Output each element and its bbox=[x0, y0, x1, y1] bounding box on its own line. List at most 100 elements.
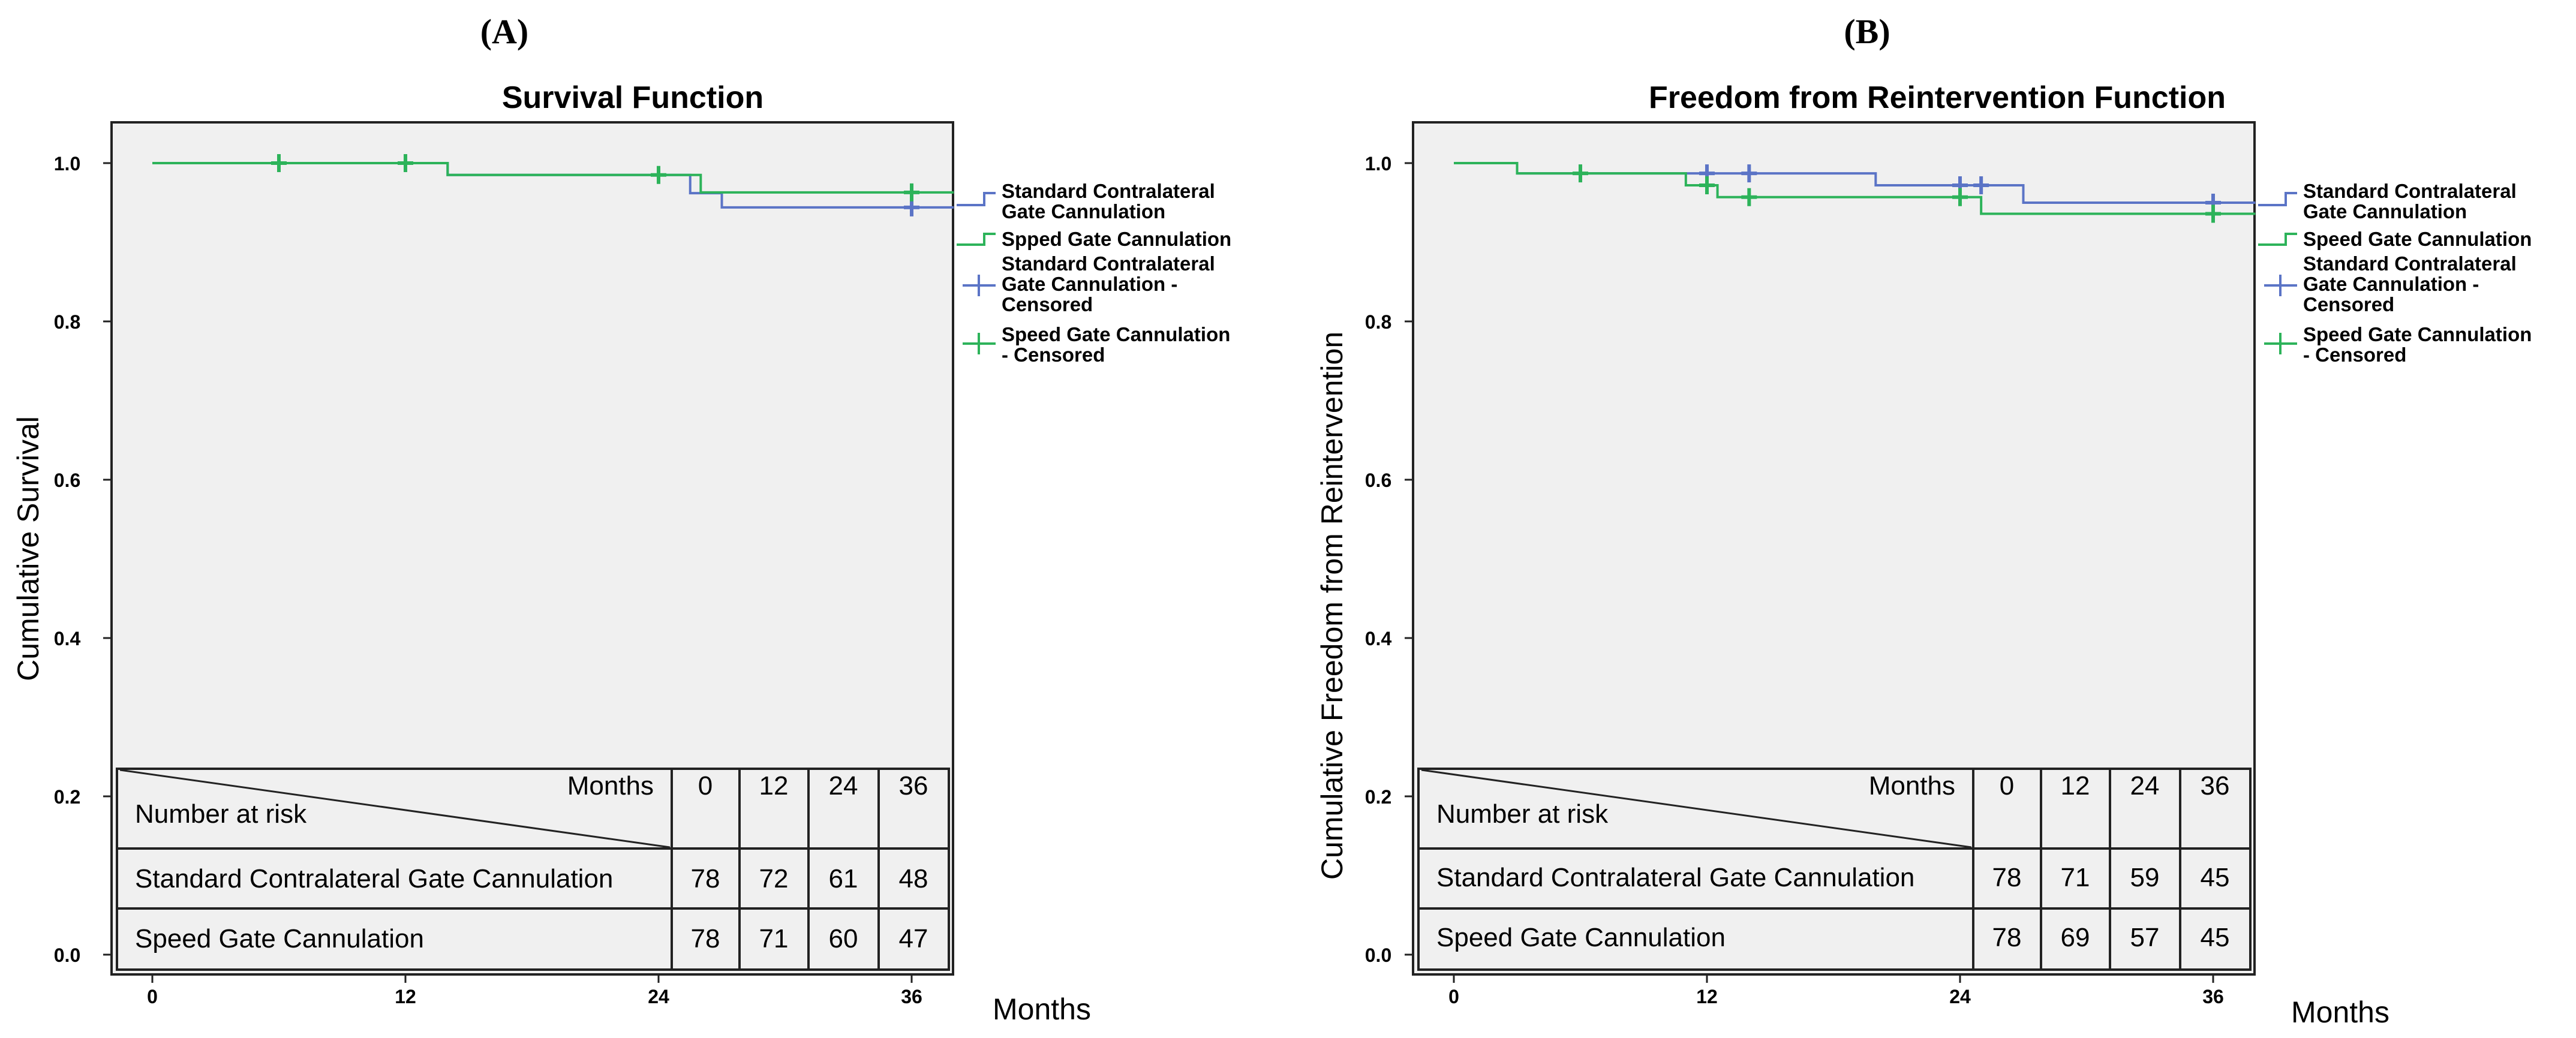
legend: Standard Contralateral Gate Cannulation S… bbox=[2258, 180, 2532, 366]
risk-table-cell: 47 bbox=[899, 924, 928, 953]
risk-table-row-name: Speed Gate Cannulation bbox=[135, 924, 424, 953]
censor-mark-series-1 bbox=[1741, 164, 1757, 183]
panel-a: (A) Survival Function 0.0 0.2 0.4 0.6 0.8 1.0… bbox=[11, 12, 1231, 1026]
x-axis-label: Months bbox=[2291, 995, 2389, 1029]
risk-table-cell: 78 bbox=[691, 924, 720, 953]
y-tick-label: 1.0 bbox=[1365, 153, 1391, 174]
x-tick-label: 36 bbox=[2202, 986, 2224, 1007]
legend-item-speed-line: Speed Gate Cannulation bbox=[2258, 228, 2532, 250]
risk-table-row-name: Standard Contralateral Gate Cannulation bbox=[135, 864, 613, 893]
x-tick-label: 24 bbox=[1949, 986, 1971, 1007]
legend-label: Speed Gate Cannulation - Censored bbox=[1002, 323, 1230, 366]
risk-table-cell: 69 bbox=[2061, 923, 2090, 952]
risk-table: Months Number at risk 0 12 24 36 Standar… bbox=[1417, 768, 2252, 971]
risk-table-cell: 59 bbox=[2130, 863, 2160, 892]
y-tick-label: 0.4 bbox=[1365, 628, 1392, 649]
series-layer bbox=[1454, 162, 2256, 223]
legend-swatch-speed-line bbox=[957, 233, 996, 246]
legend-label: Standard Contralateral Gate Cannulation -… bbox=[1002, 252, 1215, 315]
risk-table-cell: 60 bbox=[829, 924, 858, 953]
risk-table-time: 12 bbox=[2061, 771, 2090, 801]
legend-swatch-standard-line bbox=[2258, 192, 2297, 206]
risk-table-header-months: Months bbox=[567, 771, 654, 801]
legend-item-standard-line: Standard Contralateral Gate Cannulation bbox=[957, 180, 1215, 222]
risk-table-cell: 78 bbox=[1992, 863, 2022, 892]
panel-label: (B) bbox=[1844, 12, 1890, 51]
legend-item-standard-line: Standard Contralateral Gate Cannulation bbox=[2258, 180, 2517, 222]
risk-table-cell: 45 bbox=[2201, 863, 2230, 892]
risk-table-row-label-header: Number at risk bbox=[1436, 799, 1609, 829]
censor-mark-series-2 bbox=[651, 166, 666, 184]
x-axis-label: Months bbox=[993, 992, 1091, 1026]
legend-item-speed-censored: Speed Gate Cannulation - Censored bbox=[2264, 323, 2532, 366]
risk-table-row-name: Speed Gate Cannulation bbox=[1436, 923, 1726, 952]
y-tick-label: 0.0 bbox=[54, 944, 80, 966]
risk-table-time: 0 bbox=[698, 771, 713, 801]
risk-table-time: 36 bbox=[2201, 771, 2230, 801]
panel-b: (B) Freedom from Reintervention Function… bbox=[1315, 12, 2532, 1029]
legend-label: Standard Contralateral Gate Cannulation bbox=[1002, 180, 1215, 222]
x-tick-label: 24 bbox=[648, 986, 669, 1007]
risk-table-cell: 78 bbox=[691, 864, 720, 893]
x-tick-label: 0 bbox=[147, 986, 158, 1007]
risk-table-row-name: Standard Contralateral Gate Cannulation bbox=[1436, 863, 1914, 892]
x-tick-label: 0 bbox=[1448, 986, 1459, 1007]
censor-mark-series-2 bbox=[904, 183, 919, 201]
legend-item-standard-censored: Standard Contralateral Gate Cannulation -… bbox=[963, 252, 1215, 315]
x-axis: 0 12 24 36 bbox=[147, 974, 922, 1007]
legend-swatch-standard-line bbox=[957, 192, 996, 206]
censor-mark-series-1 bbox=[904, 198, 919, 216]
y-tick-label: 0.6 bbox=[54, 470, 80, 491]
censor-mark-series-2 bbox=[1699, 176, 1715, 194]
risk-table-row-label-header: Number at risk bbox=[135, 799, 307, 829]
risk-table-cell: 61 bbox=[829, 864, 858, 893]
risk-table-cell: 71 bbox=[759, 924, 789, 953]
y-axis: 0.0 0.2 0.4 0.6 0.8 1.0 bbox=[54, 153, 112, 966]
x-tick-label: 12 bbox=[395, 986, 416, 1007]
risk-table-cell: 45 bbox=[2201, 923, 2230, 952]
risk-table-cell: 72 bbox=[759, 864, 789, 893]
legend-label: Standard Contralateral Gate Cannulation bbox=[2303, 180, 2517, 222]
y-axis: 0.0 0.2 0.4 0.6 0.8 1.0 bbox=[1365, 153, 1413, 966]
risk-table-cell: 71 bbox=[2061, 863, 2090, 892]
legend-swatch-speed-line bbox=[2258, 233, 2297, 246]
risk-table-grid bbox=[1418, 769, 2250, 970]
risk-table-frame bbox=[116, 768, 950, 971]
risk-table-time: 24 bbox=[829, 771, 858, 801]
x-axis: 0 12 24 36 bbox=[1448, 974, 2224, 1007]
panel-label: (A) bbox=[480, 12, 529, 51]
censor-mark-series-1 bbox=[1973, 176, 1989, 194]
chart-title: Freedom from Reintervention Function bbox=[1649, 80, 2226, 115]
censor-mark-series-2 bbox=[2205, 204, 2221, 223]
chart-title: Survival Function bbox=[502, 80, 764, 115]
y-axis-label: Cumulative Freedom from Reintervention bbox=[1315, 332, 1349, 880]
risk-table-grid bbox=[117, 769, 949, 970]
legend: Standard Contralateral Gate Cannulation S… bbox=[957, 180, 1231, 366]
y-axis-label: Cumulative Survival bbox=[11, 416, 45, 681]
legend-label: Spped Gate Cannulation bbox=[1002, 228, 1231, 250]
risk-table-time: 36 bbox=[899, 771, 928, 801]
risk-table: Months Number at risk 0 12 24 36 Standar… bbox=[116, 768, 950, 971]
series-layer bbox=[152, 154, 954, 216]
legend-item-speed-line: Spped Gate Cannulation bbox=[957, 228, 1231, 250]
legend-item-standard-censored: Standard Contralateral Gate Cannulation -… bbox=[2264, 252, 2517, 315]
x-tick-label: 12 bbox=[1696, 986, 1718, 1007]
y-tick-label: 0.6 bbox=[1365, 470, 1391, 491]
y-tick-label: 0.8 bbox=[54, 311, 80, 333]
y-tick-label: 0.0 bbox=[1365, 944, 1391, 966]
legend-label: Speed Gate Cannulation - Censored bbox=[2303, 323, 2532, 366]
risk-table-time: 12 bbox=[759, 771, 789, 801]
risk-table-time: 24 bbox=[2130, 771, 2160, 801]
censor-mark-series-2 bbox=[1573, 164, 1588, 183]
risk-table-cell: 57 bbox=[2130, 923, 2160, 952]
y-tick-label: 1.0 bbox=[54, 153, 80, 174]
y-tick-label: 0.4 bbox=[54, 628, 81, 649]
y-tick-label: 0.2 bbox=[1365, 786, 1391, 808]
censor-mark-series-2 bbox=[1741, 188, 1757, 206]
censor-mark-series-2 bbox=[1952, 188, 1968, 206]
censor-mark-series-2 bbox=[398, 154, 413, 172]
risk-table-cell: 78 bbox=[1992, 923, 2022, 952]
y-tick-label: 0.8 bbox=[1365, 311, 1391, 333]
risk-table-header-months: Months bbox=[1869, 771, 1955, 801]
risk-table-cell: 48 bbox=[899, 864, 928, 893]
